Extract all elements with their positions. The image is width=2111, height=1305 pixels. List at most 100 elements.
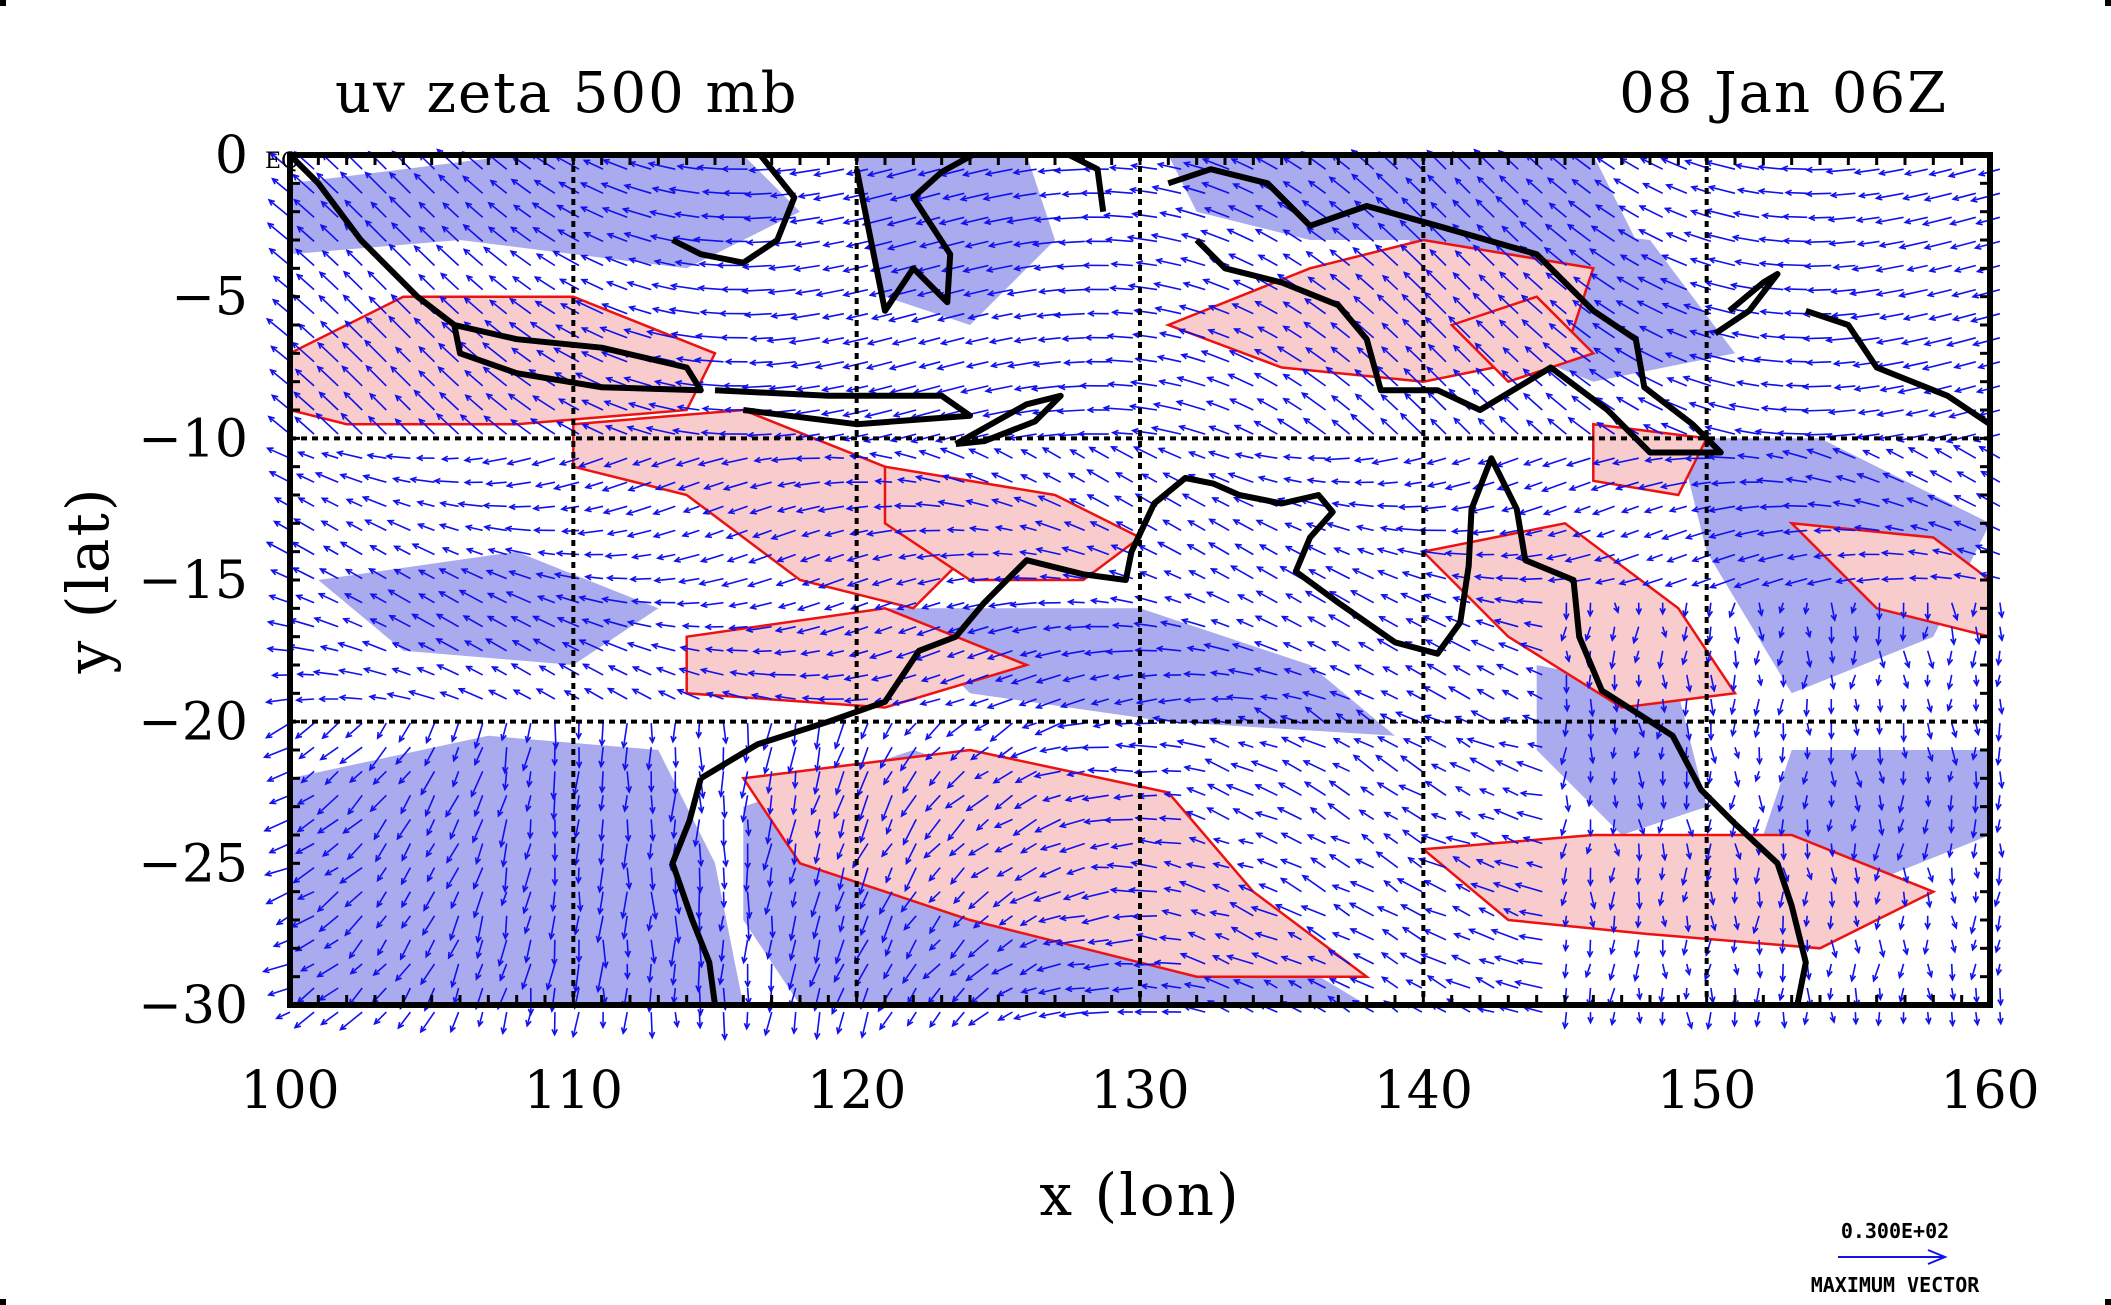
wind-vector-head: [868, 387, 876, 394]
wind-vector: [1661, 158, 1688, 170]
wind-vector-head: [1175, 399, 1184, 407]
wind-vector: [1783, 504, 1808, 508]
wind-vector-head: [1205, 400, 1214, 407]
wind-vector: [650, 211, 676, 219]
wind-vector-head: [1689, 257, 1698, 264]
wind-vector: [1227, 696, 1254, 700]
wind-vector: [929, 915, 941, 934]
wind-vector-head: [413, 245, 421, 253]
wind-vector: [1783, 450, 1808, 459]
wind-vector: [839, 819, 845, 838]
wind-vector-head: [1035, 965, 1044, 973]
wind-vector-head: [486, 615, 495, 622]
wind-vector-head: [1850, 753, 1858, 761]
wind-vector: [1692, 577, 1712, 586]
wind-vector: [1207, 376, 1230, 387]
wind-vector: [1014, 264, 1037, 270]
wind-vector-head: [941, 193, 950, 201]
wind-vector-head: [1253, 707, 1262, 714]
wind-vector: [1639, 205, 1664, 219]
wind-vector-head: [1591, 509, 1600, 516]
wind-vector: [626, 819, 630, 841]
wind-vector-head: [606, 232, 614, 239]
wind-vector: [652, 644, 676, 652]
wind-vector-head: [582, 159, 591, 166]
wind-vector-head: [265, 898, 273, 905]
wind-vector-head: [889, 436, 898, 443]
wind-vector: [1229, 669, 1254, 676]
wind-vector: [1453, 369, 1471, 387]
wind-vector: [743, 385, 772, 389]
wind-vector-head: [1923, 339, 1932, 347]
wind-vector-head: [990, 472, 999, 479]
wind-vector: [376, 867, 387, 882]
wind-vector: [1833, 501, 1856, 508]
wind-vector: [1477, 688, 1495, 700]
wind-vector-head: [1779, 680, 1787, 688]
wind-vector-head: [887, 316, 896, 323]
wind-vector-head: [390, 293, 398, 302]
wind-vector: [1189, 570, 1206, 580]
wind-vector: [1734, 650, 1738, 668]
wind-vector: [440, 273, 460, 291]
wind-vector-head: [1403, 480, 1412, 488]
wind-vector: [1948, 843, 1953, 857]
wind-vector-head: [1237, 838, 1246, 845]
wind-vector-head: [482, 366, 490, 374]
wind-vector-head: [653, 379, 662, 386]
wind-vector: [971, 866, 989, 878]
wind-vector-head: [1735, 379, 1744, 387]
wind-vector-head: [1234, 543, 1242, 550]
wind-vector: [1283, 301, 1302, 315]
wind-vector-head: [368, 694, 377, 701]
wind-vector: [916, 503, 941, 508]
wind-vector-head: [1995, 968, 2003, 977]
wind-vector-head: [797, 192, 806, 200]
wind-vector: [1903, 192, 1928, 200]
wind-vector-head: [1710, 480, 1719, 487]
wind-vector-head: [313, 616, 321, 624]
wind-vector: [1035, 722, 1062, 736]
wind-vector: [1176, 400, 1206, 411]
wind-vector: [1517, 761, 1543, 773]
wind-vector-head: [1977, 170, 1986, 177]
wind-vector: [1033, 240, 1061, 246]
wind-vector-head: [725, 533, 734, 540]
wind-vector-head: [1399, 755, 1408, 762]
wind-vector-head: [1973, 728, 1981, 737]
wind-vector-head: [1501, 834, 1509, 841]
wind-vector-head: [621, 932, 628, 940]
wind-vector-head: [823, 454, 832, 461]
wind-vector: [511, 616, 532, 628]
wind-vector: [1330, 665, 1351, 676]
wind-vector: [1112, 431, 1133, 435]
wind-vector: [983, 192, 1013, 200]
wind-vector: [1809, 216, 1832, 219]
wind-vector: [1181, 257, 1206, 267]
wind-vector: [1882, 577, 1904, 581]
wind-vector-head: [1733, 259, 1742, 266]
wind-vector-head: [1587, 776, 1594, 784]
wind-vector-head: [1564, 655, 1571, 663]
wind-vector-head: [813, 742, 821, 751]
wind-vector: [1526, 420, 1543, 435]
wind-vector-head: [1777, 708, 1784, 716]
wind-vector: [1590, 273, 1616, 291]
wind-vector: [1307, 227, 1327, 243]
wind-vector: [473, 867, 484, 889]
wind-vector-head: [1307, 955, 1315, 962]
wind-vector: [1092, 866, 1109, 869]
wind-vector: [950, 939, 965, 959]
wind-vector: [1494, 882, 1519, 893]
wind-vector-head: [968, 525, 977, 533]
wind-vector-head: [1928, 410, 1936, 418]
wind-vector: [292, 541, 315, 556]
wind-vector-head: [535, 253, 544, 260]
wind-vector-head: [858, 813, 865, 822]
wind-vector: [1564, 723, 1568, 736]
wind-vector: [890, 192, 917, 201]
wind-vector: [1999, 626, 2003, 641]
wind-vector: [1878, 747, 1882, 764]
wind-vector: [440, 524, 459, 532]
wind-vector: [1596, 156, 1616, 170]
